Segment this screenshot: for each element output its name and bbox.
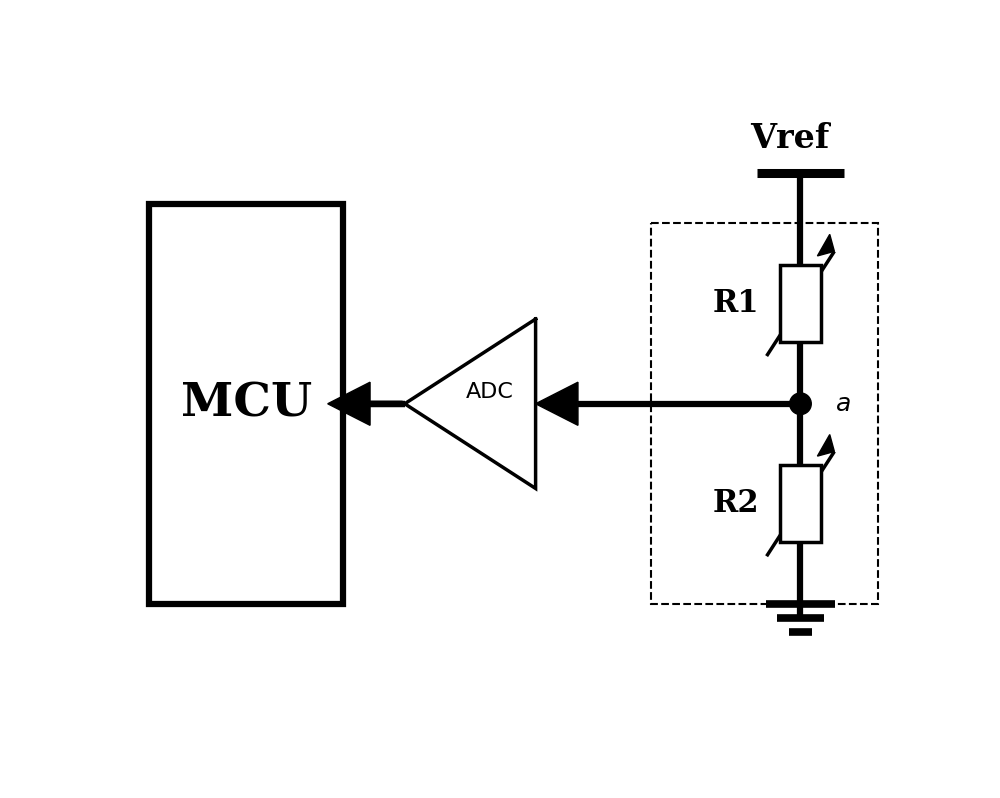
Bar [780, 265, 820, 342]
Bar [149, 203, 343, 604]
Circle shape [790, 393, 811, 414]
Polygon shape [536, 382, 578, 425]
Text: Vref: Vref [750, 121, 829, 155]
Text: a: a [836, 392, 851, 416]
Bar [651, 223, 878, 604]
Text: ADC: ADC [465, 382, 513, 402]
Bar [780, 465, 820, 543]
Text: R2: R2 [712, 488, 759, 519]
Text: R1: R1 [713, 288, 759, 319]
Polygon shape [817, 235, 834, 256]
Text: MCU: MCU [181, 381, 312, 427]
Polygon shape [817, 435, 834, 456]
Polygon shape [328, 382, 370, 425]
